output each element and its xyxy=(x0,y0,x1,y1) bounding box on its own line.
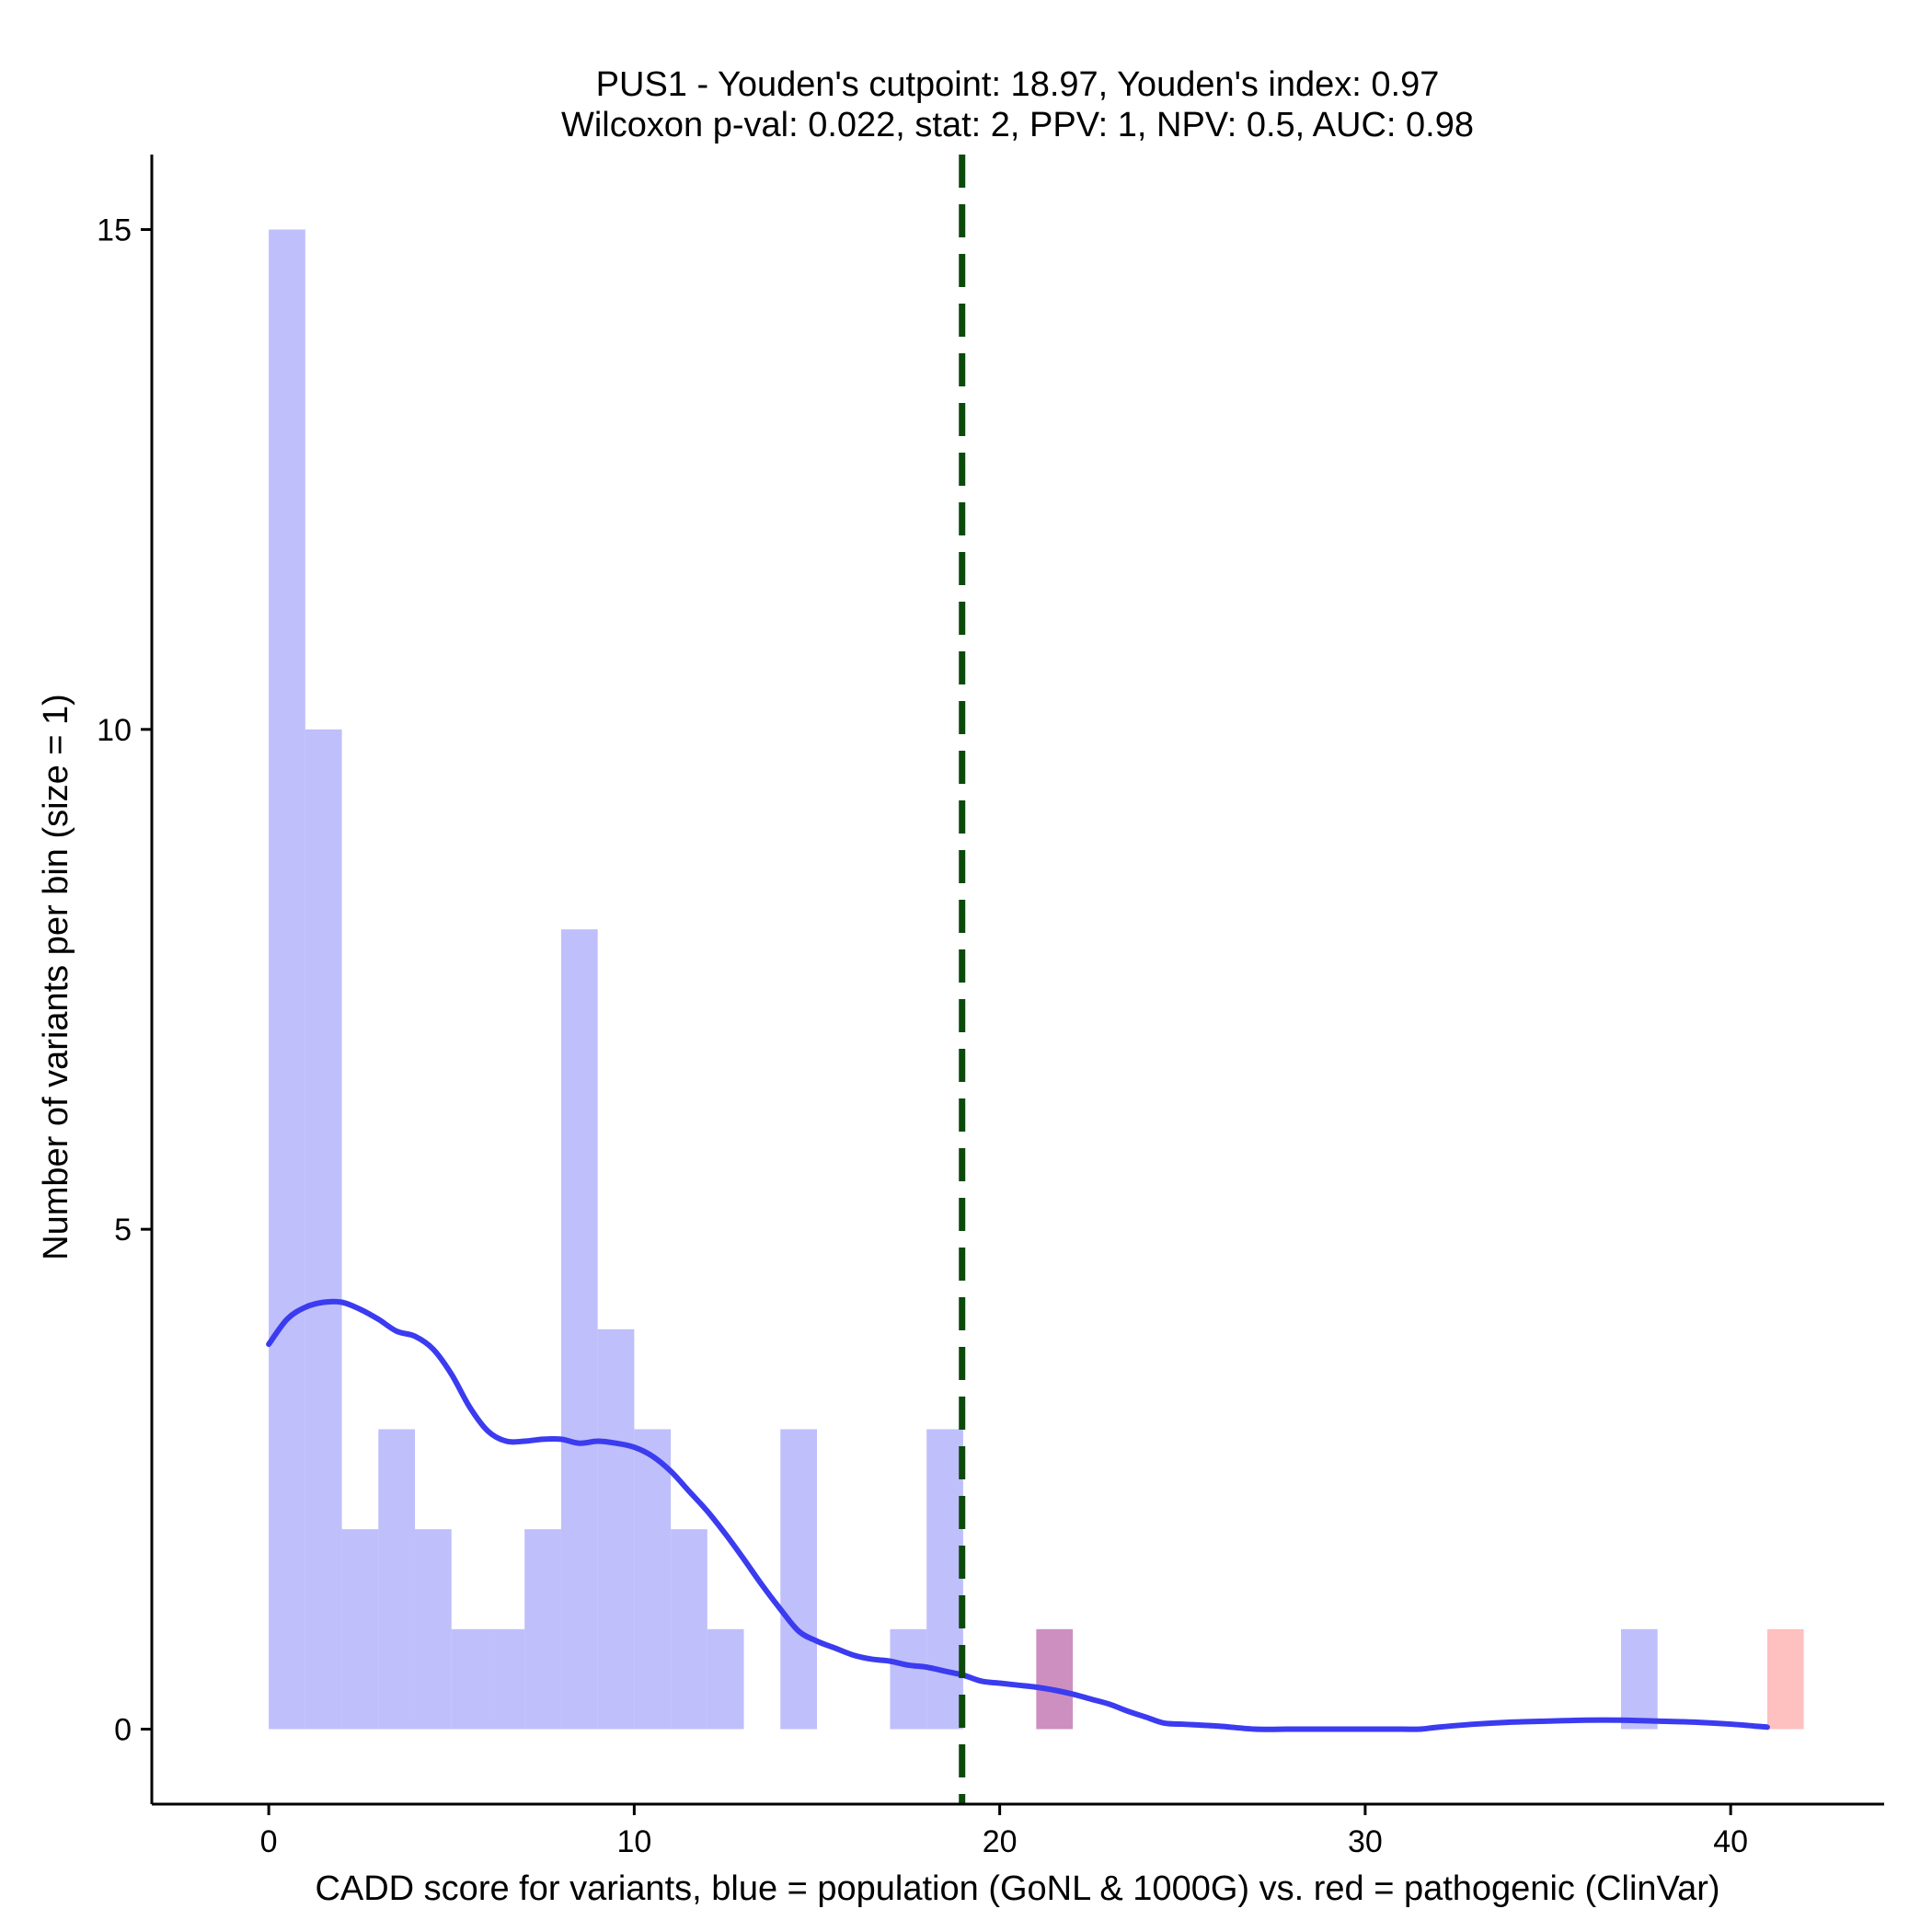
population-bar xyxy=(634,1429,672,1730)
population-bar xyxy=(780,1429,818,1730)
population-bar xyxy=(926,1429,963,1730)
curve-layer xyxy=(266,1298,1770,1732)
bars-layer xyxy=(269,229,1804,1730)
y-tick-label: 15 xyxy=(97,213,132,248)
x-tick-label: 40 xyxy=(1713,1824,1748,1859)
population-bar xyxy=(524,1529,561,1730)
population-bar xyxy=(671,1529,707,1730)
population-bar xyxy=(269,229,305,1730)
population-bar xyxy=(451,1628,489,1730)
y-tick-label: 5 xyxy=(114,1213,132,1248)
population-bar xyxy=(305,729,342,1730)
population-bar xyxy=(1036,1628,1074,1730)
population-bar xyxy=(341,1529,379,1730)
axes-layer xyxy=(150,155,1884,1806)
x-tick-label: 0 xyxy=(260,1824,278,1859)
population-bar xyxy=(707,1628,744,1730)
y-tick-label: 10 xyxy=(97,713,132,748)
chart-title: PUS1 - Youden's cutpoint: 18.97, Youden'… xyxy=(596,65,1440,104)
x-axis-label: CADD score for variants, blue = populati… xyxy=(315,1869,1719,1908)
population-bar xyxy=(415,1529,452,1730)
ticks-layer: 0 10 20 30 40 0 5 10 15 xyxy=(97,213,1748,1860)
density-curve xyxy=(266,1298,1770,1732)
population-bar xyxy=(890,1628,927,1730)
x-tick-label: 20 xyxy=(983,1824,1018,1859)
y-tick-label: 0 xyxy=(114,1713,132,1748)
population-bar xyxy=(560,929,598,1730)
population-bar xyxy=(1620,1628,1658,1730)
population-bar xyxy=(488,1628,525,1730)
population-bar xyxy=(378,1429,416,1730)
x-tick-label: 10 xyxy=(616,1824,651,1859)
population-bar xyxy=(597,1328,635,1730)
x-tick-label: 30 xyxy=(1348,1824,1383,1859)
pathogenic-bar xyxy=(1766,1628,1804,1730)
y-axis-label: Number of variants per bin (size = 1) xyxy=(37,694,75,1260)
chart-subtitle: Wilcoxon p-val: 0.022, stat: 2, PPV: 1, … xyxy=(561,106,1474,144)
